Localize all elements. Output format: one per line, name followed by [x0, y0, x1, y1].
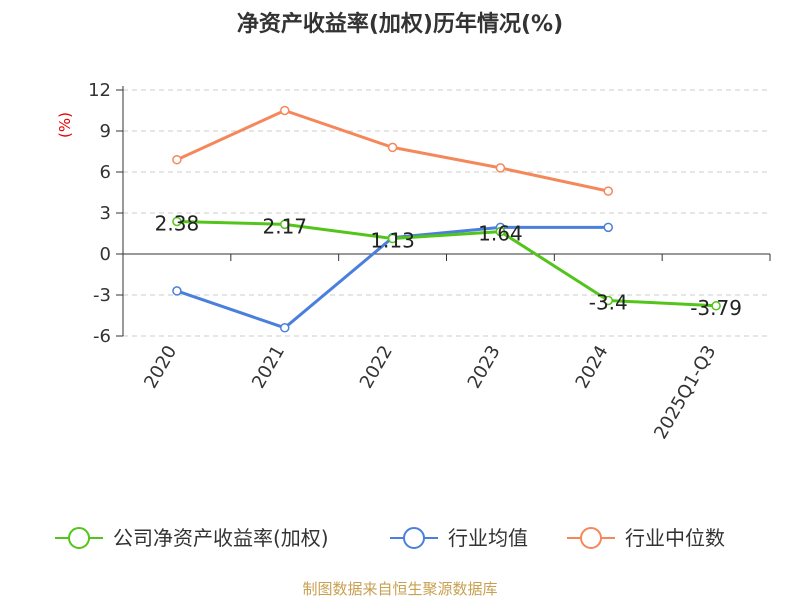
data-label: 2.17	[262, 214, 307, 238]
legend-label: 行业均值	[448, 526, 528, 550]
data-source-note: 制图数据来自恒生聚源数据库	[302, 580, 498, 598]
x-tick-label: 2022	[356, 342, 397, 392]
data-point	[495, 163, 506, 173]
data-point	[280, 323, 290, 333]
data-label: 2.38	[155, 211, 200, 235]
legend-label: 公司净资产收益率(加权)	[113, 526, 329, 550]
x-tick-label: 2025Q1-Q3	[650, 342, 720, 443]
x-tick-label: 2024	[571, 342, 612, 392]
data-point	[172, 286, 182, 296]
line-chart: 12 9 6 3 0 -3 -6 (%) 2020 2021 2022 2023 2024 2025Q1-…	[56, 80, 771, 443]
y-tick-label: 12	[88, 80, 111, 101]
data-point	[711, 301, 721, 311]
data-point	[387, 233, 398, 244]
x-tick-label: 2023	[464, 342, 505, 392]
data-point	[603, 186, 613, 196]
y-tick-label: -3	[93, 285, 111, 306]
data-point	[603, 222, 613, 233]
data-point	[172, 154, 182, 165]
x-tick-label: 2021	[248, 342, 289, 392]
legend-marker	[580, 527, 602, 549]
data-point	[172, 216, 182, 227]
y-axis-label: (%)	[56, 112, 74, 138]
y-tick-label: 0	[100, 244, 111, 265]
legend-label: 行业中位数	[625, 526, 725, 550]
data-label: -3.79	[690, 296, 742, 320]
data-point	[495, 226, 506, 237]
y-tick-label: 3	[100, 203, 111, 224]
y-tick-label: 9	[100, 121, 111, 142]
legend-marker	[403, 527, 425, 549]
data-point	[387, 142, 398, 153]
y-tick-label: -6	[93, 326, 111, 347]
data-label: -3.4	[589, 290, 628, 314]
chart-title: 净资产收益率(加权)历年情况(%)	[236, 12, 564, 37]
legend-marker	[68, 527, 90, 549]
data-point	[280, 219, 290, 230]
chart-legend: 公司净资产收益率(加权) 行业均值 行业中位数	[55, 526, 725, 550]
y-tick-label: 6	[100, 162, 111, 183]
data-point	[603, 295, 613, 306]
series-line	[176, 219, 717, 308]
data-label: 1.13	[370, 229, 415, 253]
x-tick-label: 2020	[140, 342, 181, 392]
data-label: 1.64	[478, 222, 523, 246]
data-point	[280, 105, 290, 116]
